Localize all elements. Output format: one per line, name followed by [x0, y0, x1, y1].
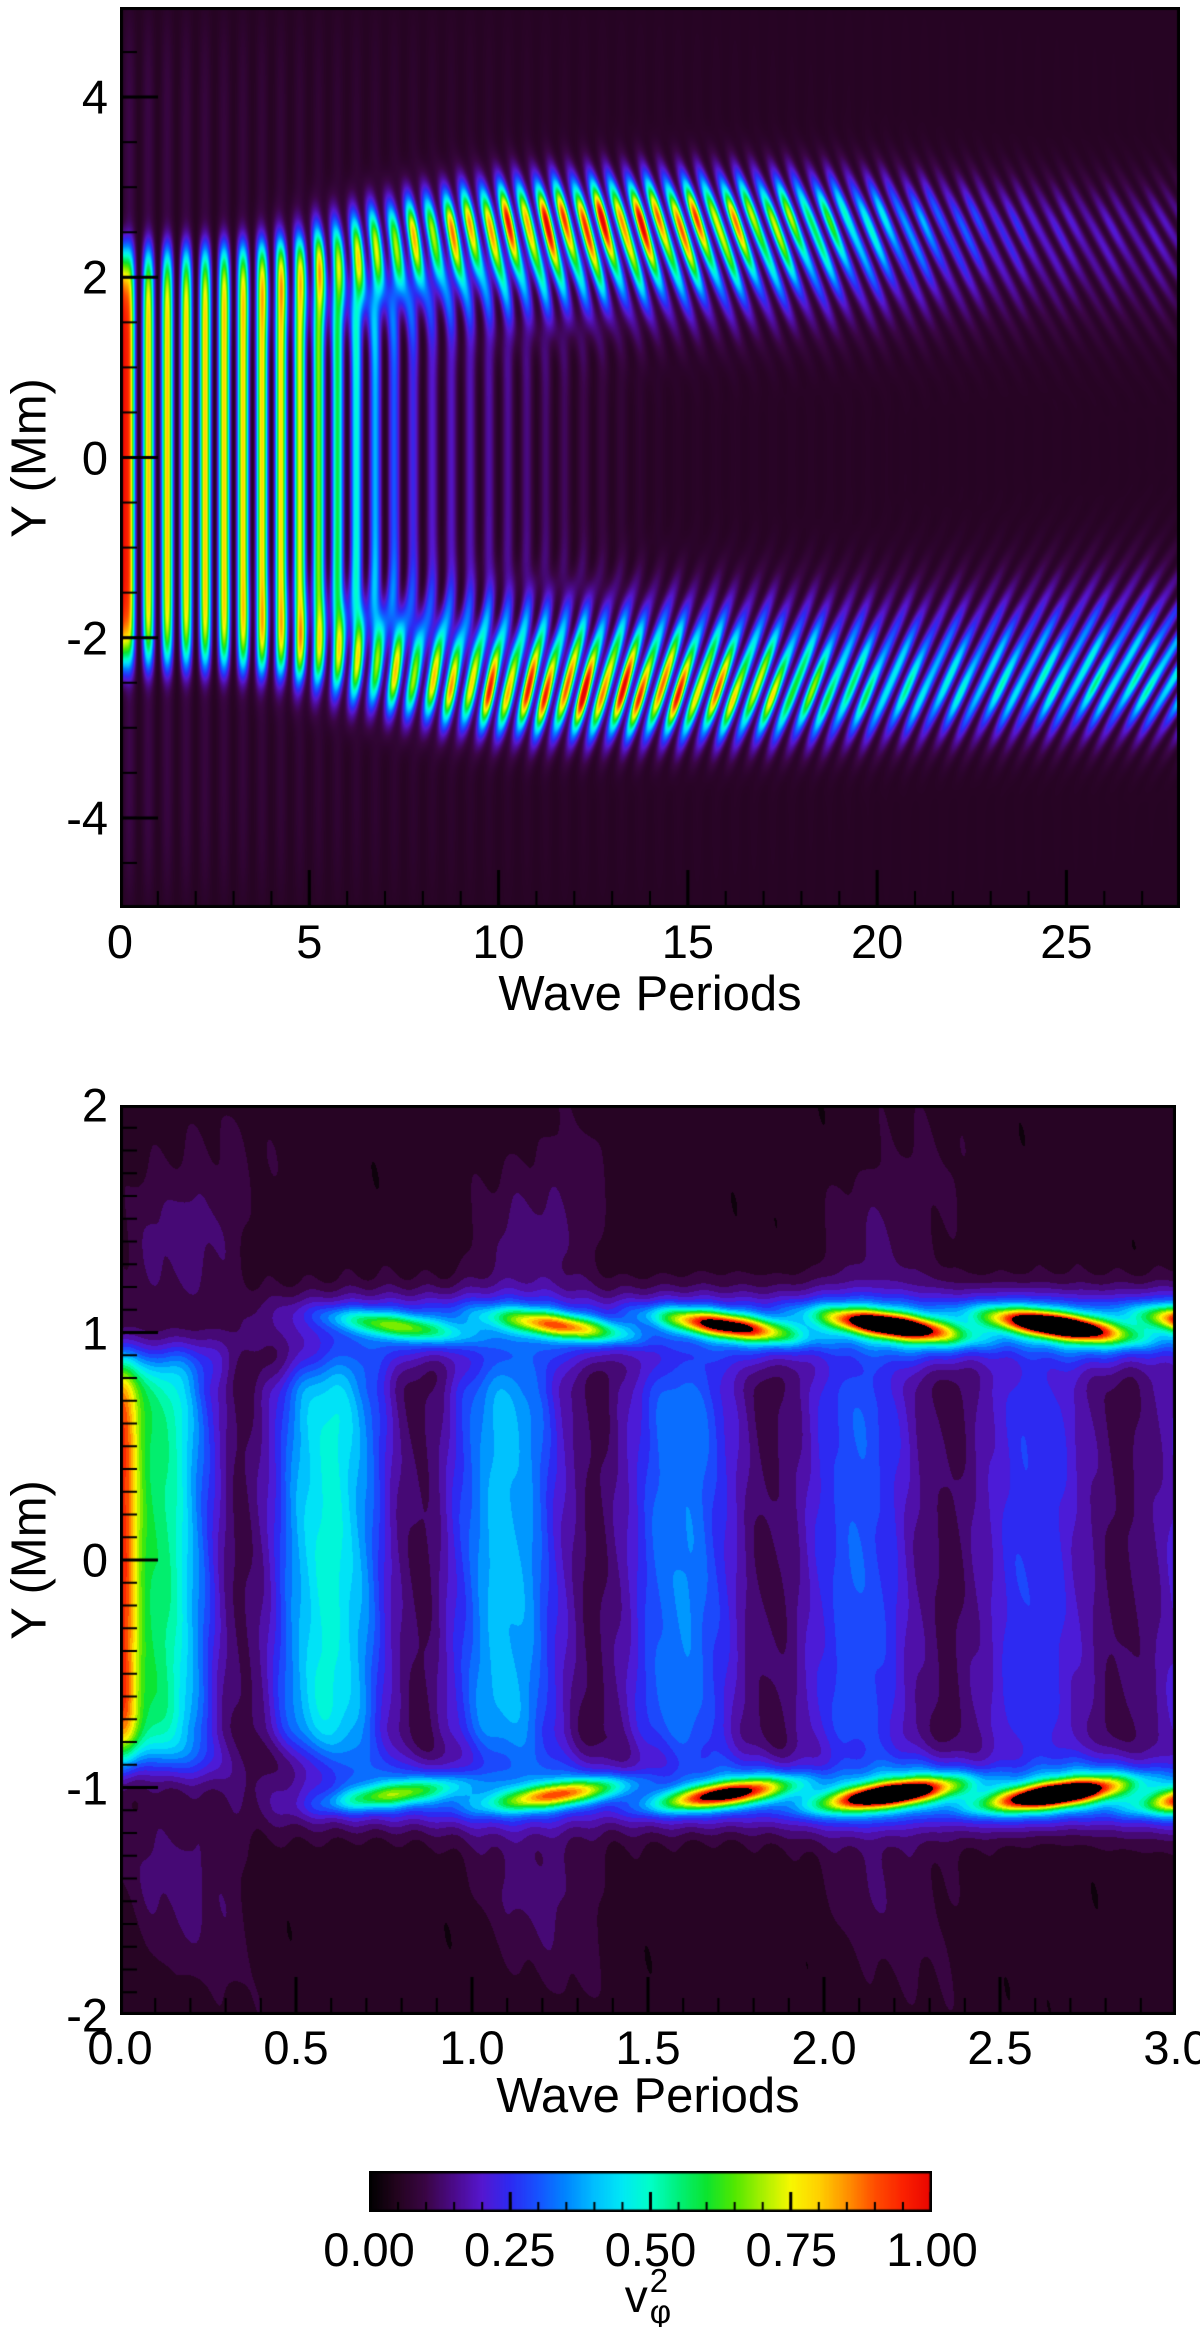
colorbar-canvas: [369, 2171, 932, 2212]
bottom-y-tick-label: 1: [81, 1306, 108, 1359]
bottom-x-tick-label: 1.5: [615, 2021, 681, 2074]
colorbar-title-base: v: [624, 2270, 648, 2323]
colorbar-tick-label: 0.50: [604, 2223, 697, 2276]
colorbar-title-sup: 2: [649, 2262, 669, 2299]
bottom-heatmap-canvas: [120, 1105, 1176, 2015]
top-x-tick-label: 0: [106, 915, 134, 968]
top-y-tick-label: -4: [66, 791, 108, 845]
colorbar-tick-label: 1.00: [886, 2223, 978, 2276]
bottom-x-tick-label: 0.0: [87, 2021, 153, 2074]
bottom-y-axis-label: Y (Mm): [2, 1480, 57, 1640]
top-heatmap-canvas: [120, 7, 1180, 908]
top-x-tick-label: 15: [661, 915, 714, 968]
top-y-tick-label: 4: [81, 70, 108, 124]
colorbar-title: v 2 φ: [624, 2262, 672, 2327]
colorbar-title-sub: φ: [649, 2293, 672, 2327]
bottom-x-tick-label: 1.0: [439, 2021, 505, 2074]
top-y-axis-label: Y (Mm): [2, 378, 57, 538]
bottom-x-axis-label: Wave Periods: [496, 2069, 800, 2123]
top-y-tick-label: 0: [81, 431, 108, 484]
colorbar-tick-label: 0.00: [323, 2223, 415, 2276]
bottom-y-tick-label: 0: [81, 1533, 108, 1587]
bottom-y-tick-label: -2: [66, 1988, 108, 2042]
bottom-x-tick-label: 3.0: [1143, 2021, 1200, 2074]
bottom-x-tick-label: 2.0: [791, 2021, 857, 2074]
top-x-tick-label: 20: [851, 915, 904, 968]
bottom-y-tick-label: 2: [81, 1078, 108, 1132]
top-x-tick-label: 10: [472, 915, 525, 968]
top-x-axis-label: Wave Periods: [498, 967, 802, 1021]
top-y-tick-label: -2: [66, 611, 108, 665]
colorbar-title-stack: 2 φ: [649, 2262, 672, 2327]
top-x-tick-label: 5: [296, 915, 323, 968]
bottom-x-tick-label: 0.5: [263, 2021, 329, 2074]
colorbar-tick-label: 0.75: [745, 2223, 837, 2276]
colorbar-tick-label: 0.25: [464, 2223, 556, 2276]
bottom-y-tick-label: -1: [66, 1761, 108, 1814]
bottom-x-tick-label: 2.5: [967, 2021, 1033, 2074]
top-y-tick-label: 2: [81, 250, 108, 304]
top-x-tick-label: 25: [1040, 915, 1093, 968]
